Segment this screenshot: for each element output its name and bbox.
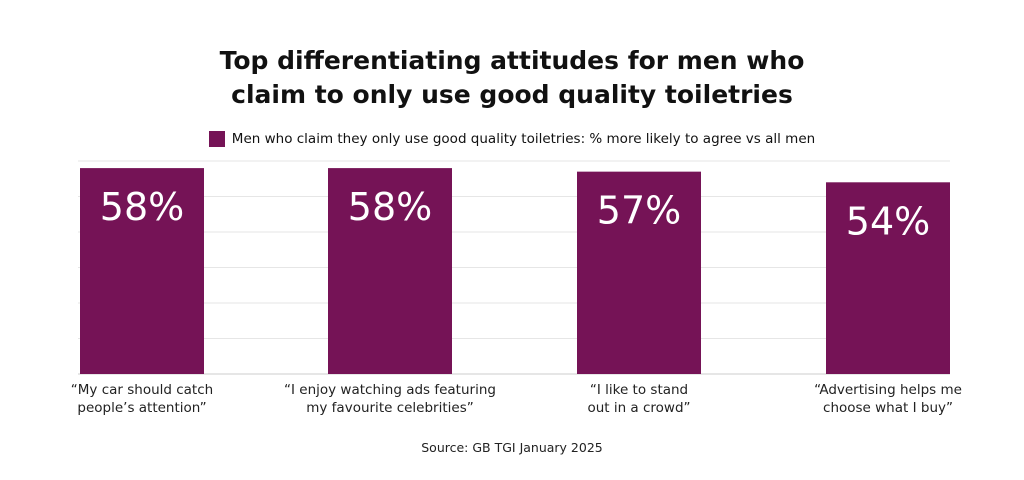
data-label: 58% bbox=[348, 185, 432, 229]
chart-title: Top differentiating attitudes for men wh… bbox=[0, 44, 1024, 112]
category-label: “My car should catch bbox=[71, 382, 213, 398]
category-label: “I enjoy watching ads featuring bbox=[284, 382, 496, 398]
category-label: choose what I buy” bbox=[823, 400, 953, 416]
data-label: 57% bbox=[597, 189, 681, 233]
bar bbox=[826, 182, 950, 374]
category-label: people’s attention” bbox=[77, 400, 206, 416]
title-line: claim to only use good quality toiletrie… bbox=[231, 80, 793, 109]
data-label: 58% bbox=[100, 185, 184, 229]
category-label: “Advertising helps me bbox=[814, 382, 962, 398]
data-label: 54% bbox=[846, 199, 930, 243]
category-label: my favourite celebrities” bbox=[306, 400, 473, 416]
legend: Men who claim they only use good quality… bbox=[0, 131, 1024, 147]
title-line: Top differentiating attitudes for men wh… bbox=[219, 46, 805, 75]
legend-label: Men who claim they only use good quality… bbox=[231, 131, 816, 147]
bar bbox=[328, 168, 452, 374]
category-label: out in a crowd” bbox=[587, 400, 690, 416]
bar bbox=[577, 171, 701, 374]
legend-swatch bbox=[208, 131, 225, 147]
category-label: “I like to stand bbox=[590, 382, 688, 398]
bar bbox=[80, 168, 204, 374]
source-note: Source: GB TGI January 2025 bbox=[421, 440, 603, 455]
